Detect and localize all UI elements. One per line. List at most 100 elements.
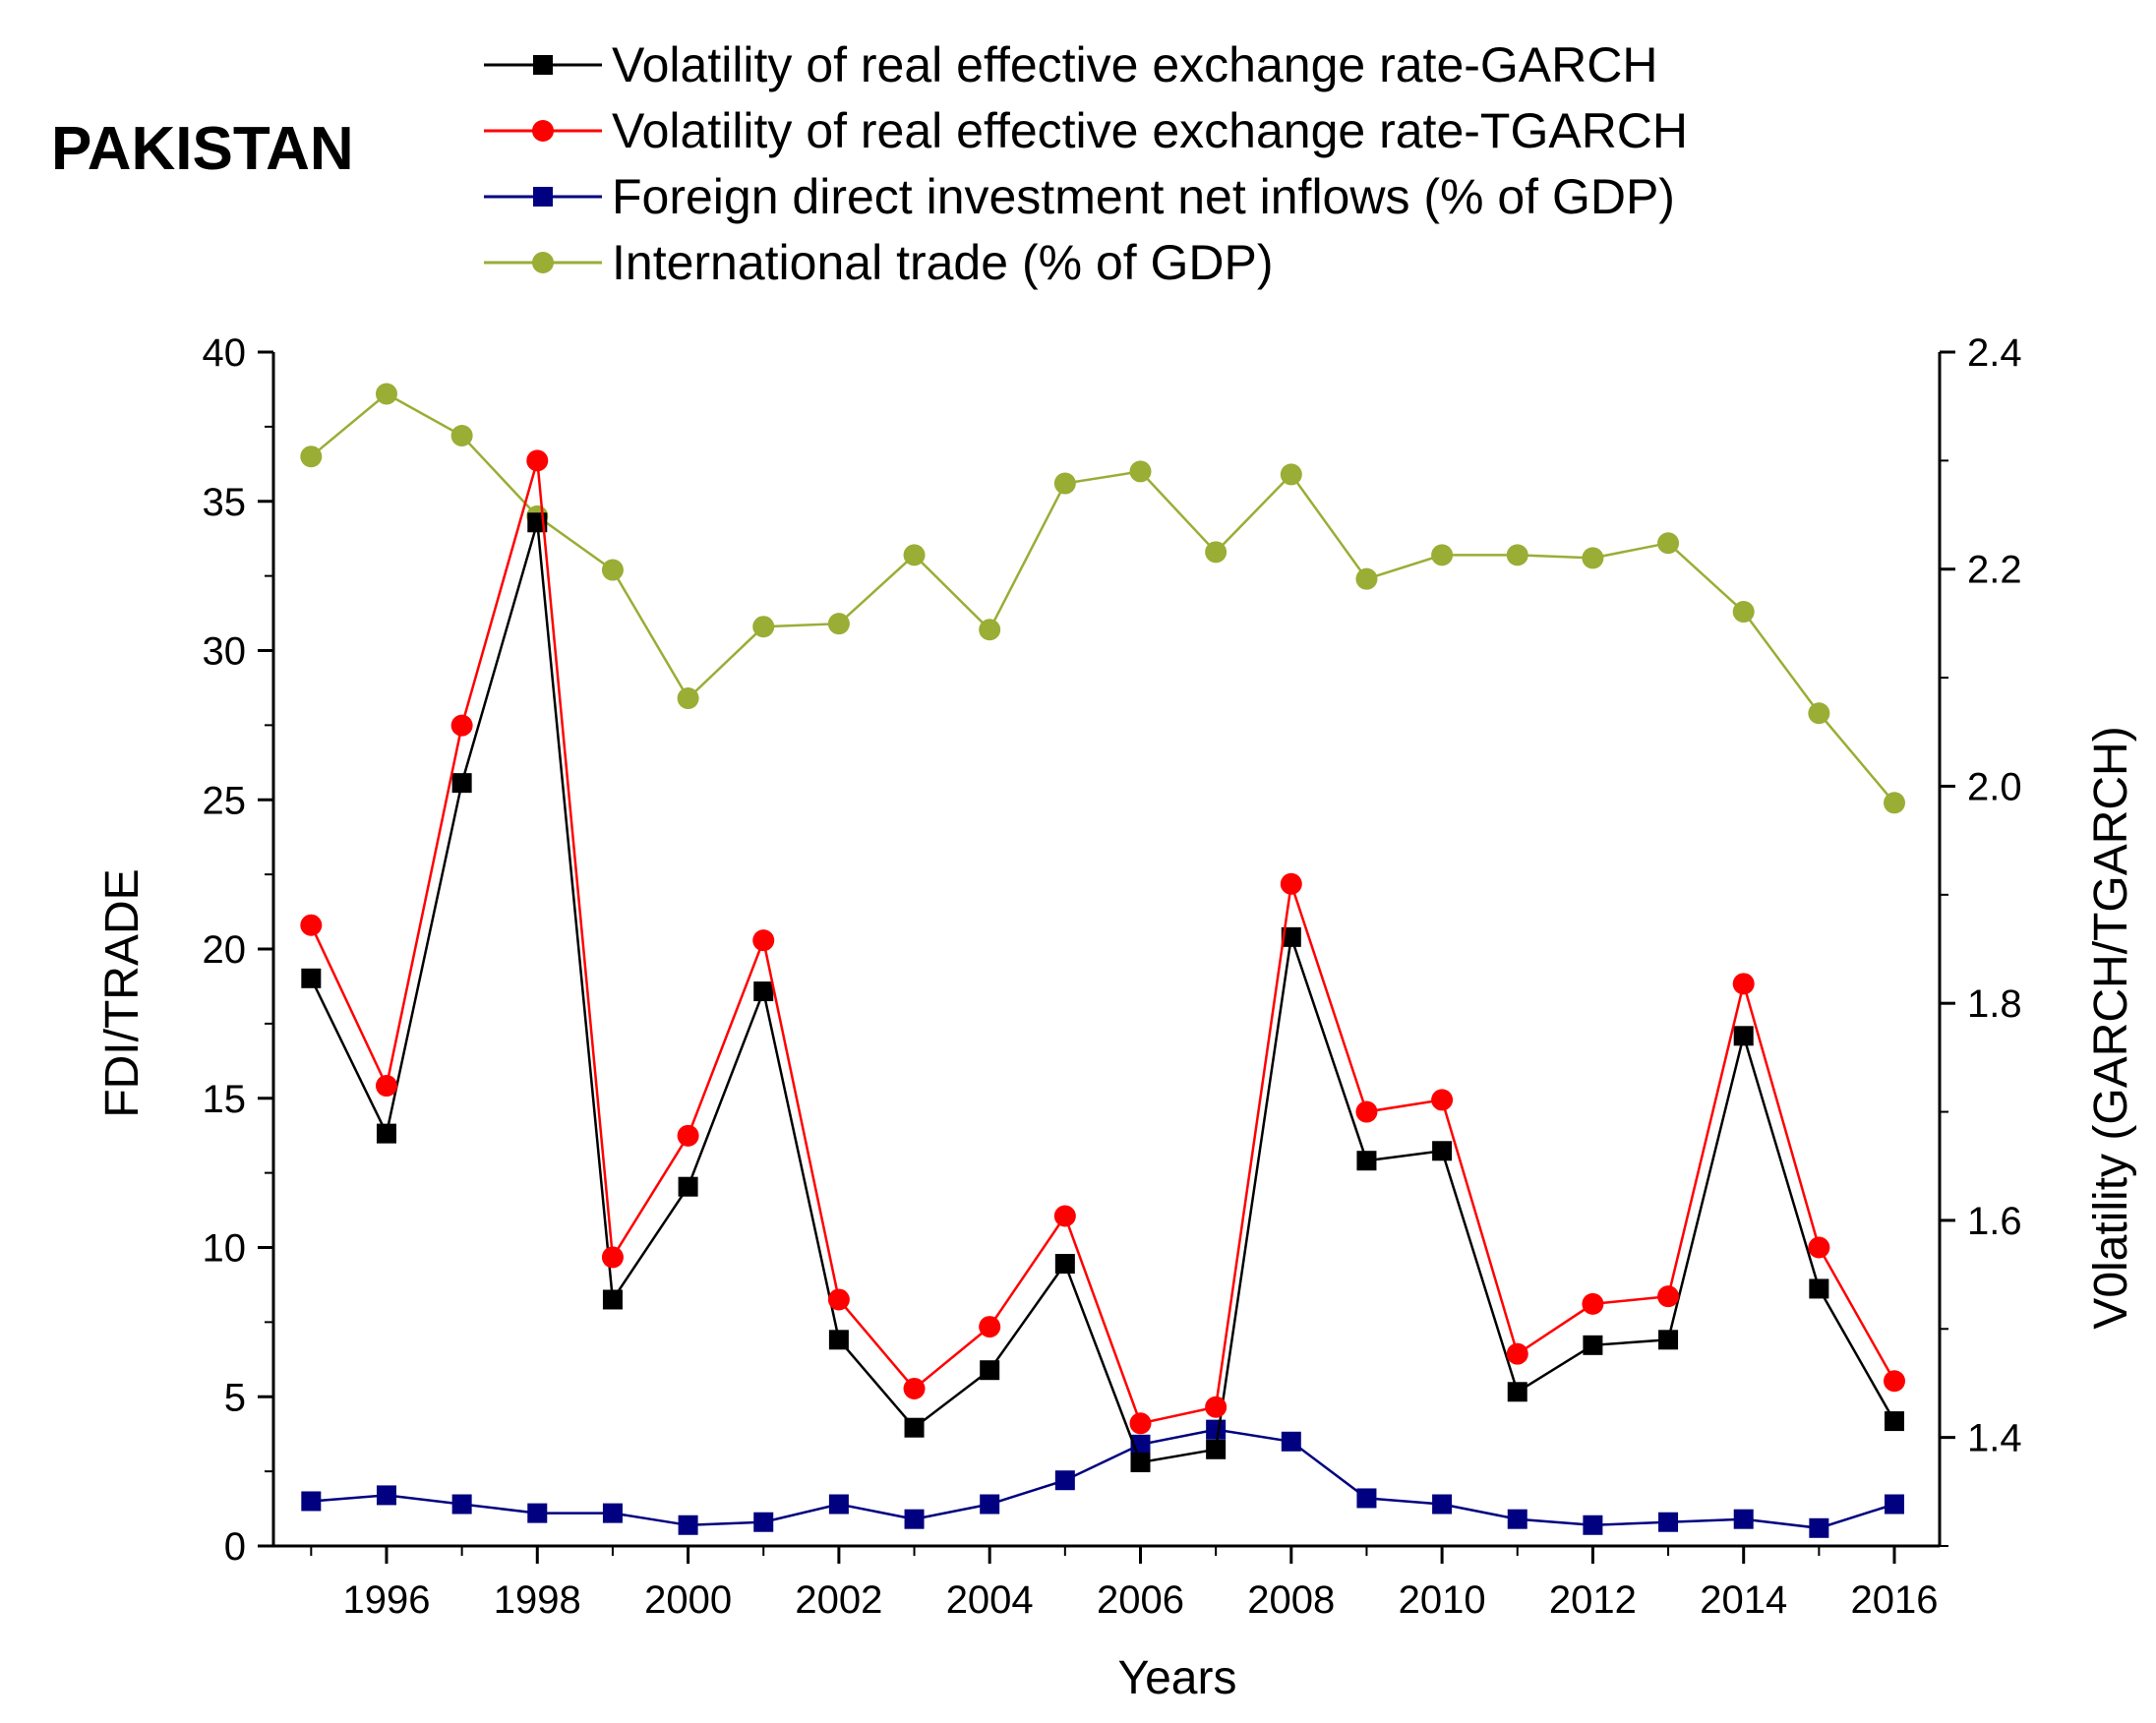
legend-marker-circle: [532, 252, 554, 273]
legend-label: Volatility of real effective exchange ra…: [612, 37, 1657, 92]
data-point-circle: [752, 616, 775, 638]
x-tick-label: 2010: [1399, 1578, 1486, 1622]
data-point-square: [1809, 1278, 1829, 1299]
series-line: [311, 1428, 1895, 1530]
y-right-tick-label: 1.4: [1967, 1417, 2022, 1460]
y-left-tick-label: 25: [203, 779, 247, 822]
data-point-circle: [375, 1075, 397, 1098]
x-tick-label: 2012: [1549, 1578, 1637, 1622]
data-point-circle: [903, 1377, 926, 1399]
data-point-circle: [1732, 973, 1755, 995]
data-point-square: [1809, 1517, 1829, 1538]
data-point-circle: [1129, 460, 1152, 483]
data-point-square: [980, 1494, 1000, 1515]
x-tick-label: 2016: [1851, 1578, 1939, 1622]
series-3: [300, 383, 1906, 814]
data-point-square: [753, 981, 774, 1002]
data-point-circle: [1053, 1205, 1076, 1227]
x-tick-label: 1996: [342, 1578, 430, 1622]
data-point-circle: [1280, 463, 1302, 486]
data-point-square: [301, 1491, 322, 1512]
series-line: [310, 460, 1896, 1425]
data-point-circle: [903, 544, 926, 566]
x-axis-title: Years: [1118, 1652, 1237, 1704]
data-point-square: [828, 1494, 849, 1515]
y-right-tick-label: 1.8: [1967, 982, 2022, 1026]
data-point-square: [1583, 1515, 1603, 1535]
data-point-square: [1658, 1330, 1679, 1350]
data-point-circle: [1205, 1396, 1228, 1418]
legend-marker-circle: [532, 120, 554, 142]
data-point-square: [602, 1503, 623, 1523]
data-point-square: [602, 1289, 623, 1310]
y-right-tick-label: 1.6: [1967, 1200, 2022, 1243]
data-point-square: [1733, 1026, 1754, 1046]
legend-label: International trade (% of GDP): [612, 235, 1274, 290]
chart-title: PAKISTAN: [51, 115, 354, 183]
data-point-circle: [1280, 872, 1302, 895]
data-point-circle: [1431, 1089, 1454, 1111]
data-point-circle: [979, 619, 1001, 641]
y-left-tick-label: 0: [224, 1525, 246, 1569]
data-point-square: [1356, 1488, 1377, 1509]
series-2: [301, 1419, 1905, 1538]
data-point-circle: [827, 1288, 850, 1311]
data-point-circle: [1205, 541, 1228, 564]
legend: Volatility of real effective exchange ra…: [484, 37, 1688, 290]
data-point-square: [376, 1485, 396, 1506]
y-left-tick-label: 35: [203, 481, 247, 524]
data-point-square: [376, 1123, 396, 1144]
data-point-square: [1658, 1512, 1679, 1532]
x-tick-label: 2008: [1247, 1578, 1335, 1622]
x-tick-label: 2006: [1097, 1578, 1184, 1622]
x-tick-label: 2000: [644, 1578, 732, 1622]
data-point-square: [904, 1509, 925, 1529]
x-tick-label: 2004: [946, 1578, 1034, 1622]
series-line: [310, 521, 1896, 1464]
x-tick-label: 2002: [795, 1578, 882, 1622]
legend-marker-square: [533, 187, 553, 207]
legend-label: Volatility of real effective exchange ra…: [612, 103, 1688, 158]
data-point-square: [1206, 1439, 1227, 1459]
x-tick-label: 1998: [494, 1578, 581, 1622]
data-point-square: [1281, 926, 1301, 947]
y-left-tick-label: 40: [203, 331, 247, 375]
data-point-circle: [450, 714, 473, 737]
data-point-square: [1733, 1509, 1754, 1529]
data-point-circle: [1506, 1342, 1528, 1365]
data-point-square: [451, 1494, 472, 1515]
data-point-circle: [601, 1246, 624, 1269]
data-point-square: [527, 1503, 548, 1523]
y-left-tick-label: 5: [224, 1376, 246, 1419]
y-left-tick-label: 20: [203, 928, 247, 972]
series-1: [300, 449, 1906, 1435]
data-point-circle: [752, 929, 775, 952]
data-point-circle: [1884, 792, 1906, 814]
legend-label: Foreign direct investment net inflows (%…: [612, 169, 1675, 224]
data-point-square: [1054, 1254, 1075, 1275]
data-point-circle: [601, 559, 624, 581]
data-point-circle: [827, 613, 850, 635]
series-layer: [300, 383, 1906, 1538]
data-point-circle: [1884, 1370, 1906, 1393]
y-left-tick-label: 30: [203, 630, 247, 674]
data-point-circle: [375, 383, 397, 405]
data-point-circle: [526, 449, 549, 472]
data-point-circle: [1582, 547, 1604, 569]
data-point-circle: [1506, 544, 1528, 566]
data-point-circle: [300, 446, 323, 468]
data-point-square: [1885, 1494, 1905, 1515]
data-point-circle: [450, 424, 473, 446]
data-point-circle: [1732, 601, 1755, 624]
data-point-circle: [1808, 702, 1830, 725]
data-point-square: [1432, 1141, 1453, 1161]
data-point-square: [451, 773, 472, 794]
data-point-circle: [1431, 544, 1454, 566]
data-point-square: [753, 1512, 774, 1532]
data-point-circle: [979, 1316, 1001, 1338]
data-point-square: [1583, 1335, 1603, 1355]
data-point-circle: [677, 1124, 699, 1147]
data-point-square: [980, 1360, 1000, 1381]
data-point-circle: [1129, 1412, 1152, 1435]
